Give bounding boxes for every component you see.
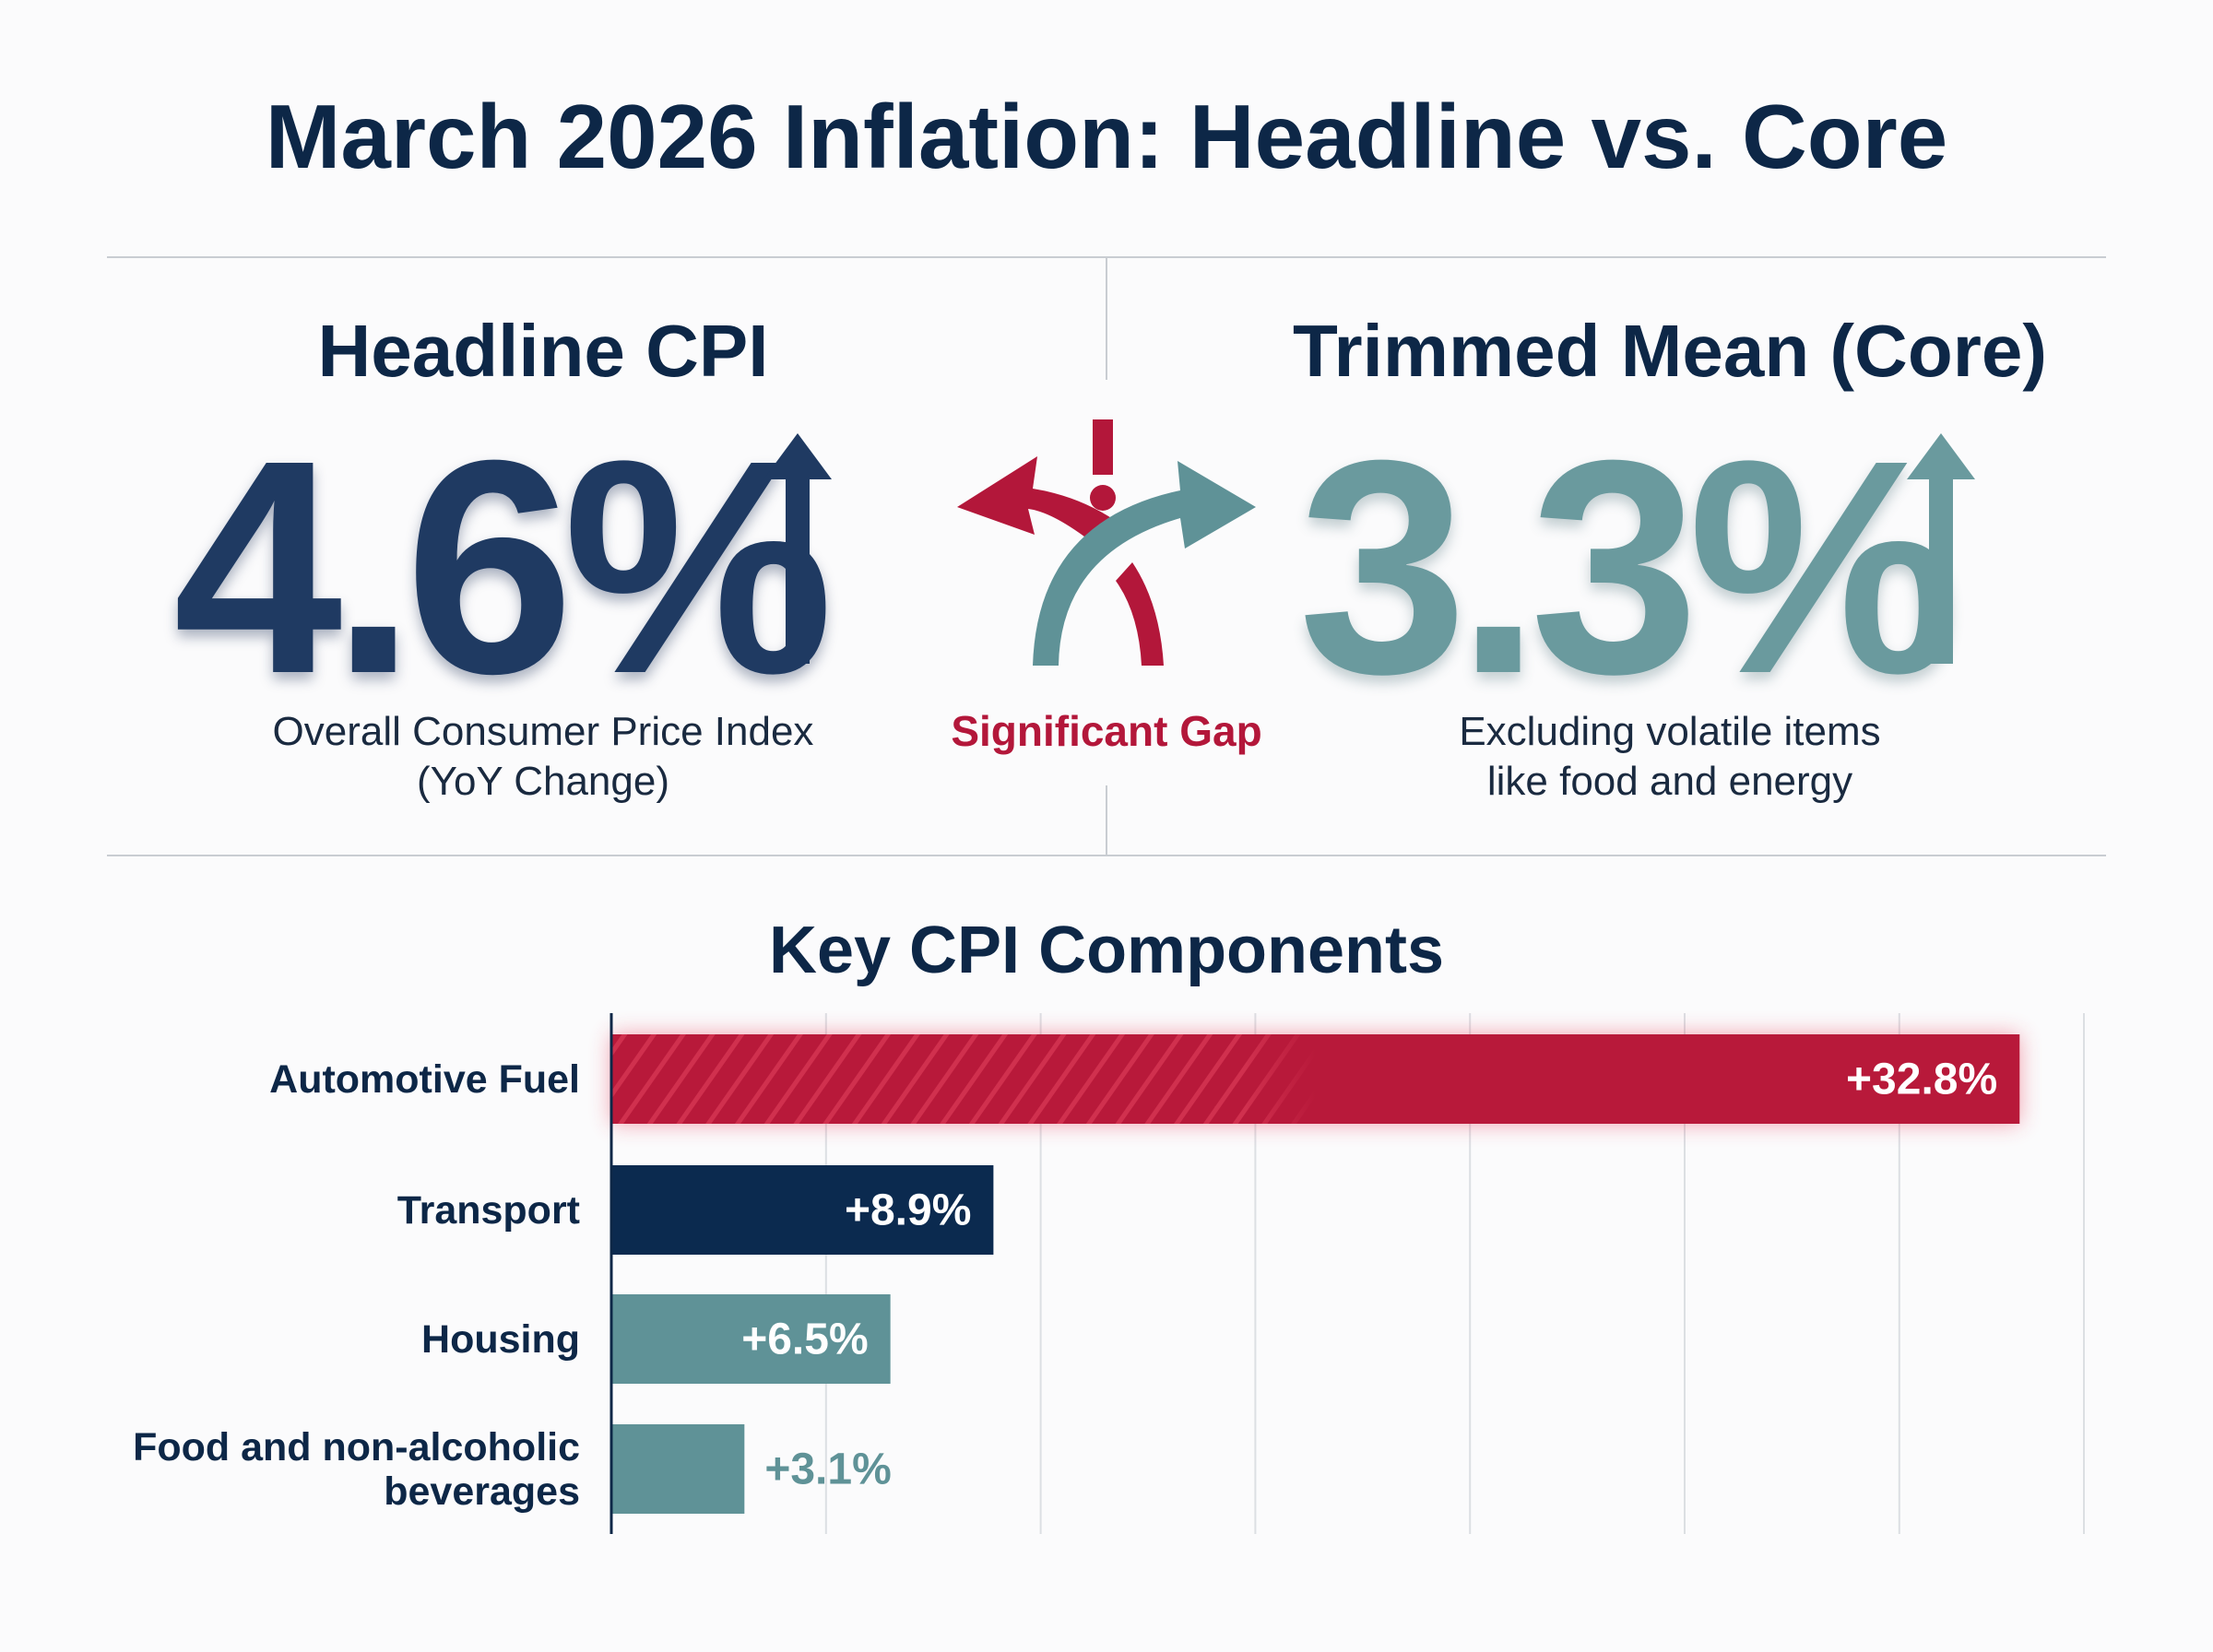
- data-label: +32.8%: [1846, 1056, 1997, 1104]
- bar-overlay: [611, 1034, 2020, 1124]
- divider-vertical-bottom: [1106, 785, 1107, 856]
- divider-top: [107, 256, 2106, 258]
- category-label: Housing: [421, 1317, 580, 1362]
- bar: [611, 1424, 745, 1514]
- category-label-line: Transport: [396, 1187, 580, 1233]
- gap-label: Significant Gap: [951, 707, 1262, 755]
- category-label-line: Automotive Fuel: [269, 1056, 580, 1102]
- divider-bottom: [107, 855, 2106, 856]
- headline-description: Overall Consumer Price Index (YoY Change…: [82, 707, 1004, 807]
- arrow-up-icon: [1907, 433, 1975, 664]
- category-label-line: Food and non-alcoholic: [133, 1424, 580, 1469]
- core-heading: Trimmed Mean (Core): [1293, 310, 2047, 392]
- category-label: Automotive Fuel: [269, 1057, 580, 1102]
- diverging-arrows-warning-icon: [957, 419, 1256, 666]
- headline-heading: Headline CPI: [317, 310, 769, 392]
- bar: [611, 1165, 994, 1255]
- headline-description-line2: (YoY Change): [417, 759, 669, 804]
- divider-vertical-top: [1106, 258, 1107, 380]
- chart-title: Key CPI Components: [768, 914, 1445, 987]
- category-label: Transport: [397, 1188, 580, 1233]
- category-label-line: Housing: [421, 1316, 580, 1362]
- bar: [611, 1294, 891, 1384]
- arrow-up-icon: [763, 433, 832, 664]
- core-description: Excluding volatile items like food and e…: [1209, 707, 2131, 807]
- headline-value: 4.6%: [172, 396, 834, 737]
- page-title: March 2026 Inflation: Headline vs. Core: [265, 86, 1948, 187]
- data-label: +8.9%: [845, 1186, 971, 1235]
- headline-description-line1: Overall Consumer Price Index: [272, 709, 814, 754]
- category-label-line: beverages: [384, 1469, 580, 1514]
- core-description-line2: like food and energy: [1486, 759, 1853, 804]
- data-label: +6.5%: [741, 1316, 868, 1364]
- category-label: Food and non-alcoholic beverages: [133, 1425, 580, 1514]
- core-description-line1: Excluding volatile items: [1459, 709, 1881, 754]
- data-label: +3.1%: [764, 1446, 891, 1494]
- core-value: 3.3%: [1297, 396, 1959, 737]
